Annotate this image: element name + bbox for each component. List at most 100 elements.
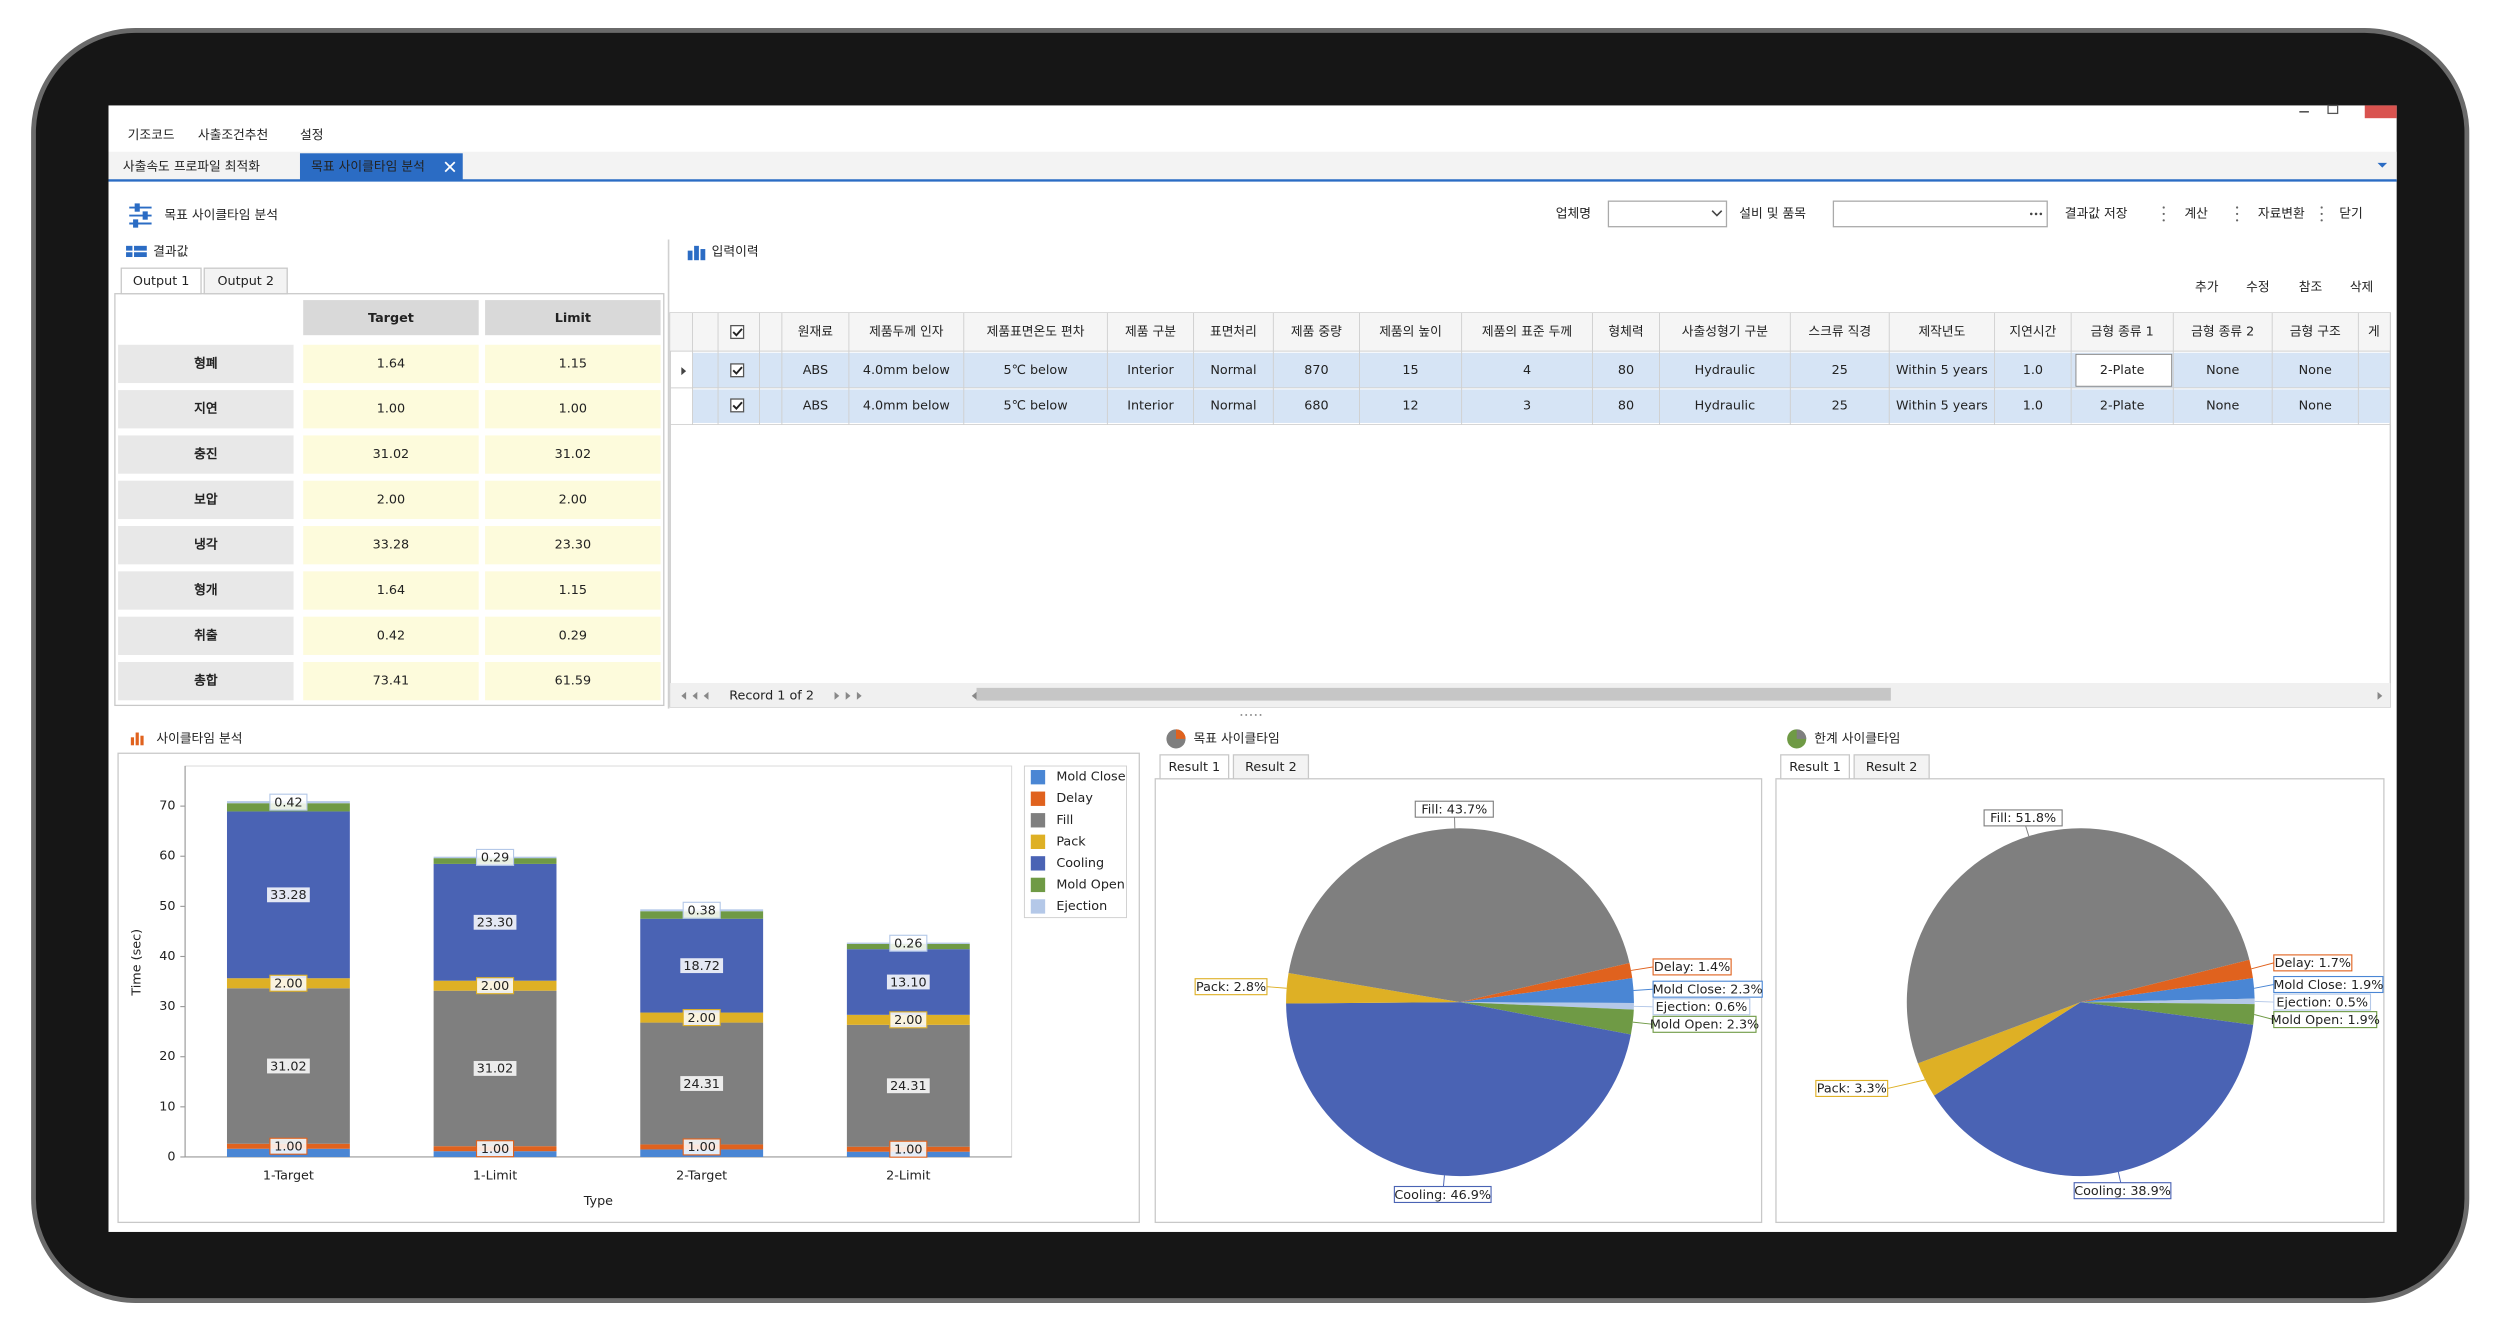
result-tab-label[interactable]: Result 1 bbox=[1169, 760, 1221, 775]
result-tab-label[interactable]: Result 1 bbox=[1789, 760, 1841, 775]
leader-line bbox=[1632, 1021, 1654, 1025]
tab[interactable]: 사출속도 프로파일 최적화 bbox=[123, 159, 260, 174]
legend-label: Mold Close bbox=[1056, 770, 1125, 785]
ellipsis-button[interactable] bbox=[2029, 212, 2043, 216]
toolbar-button[interactable]: 결과값 저장 bbox=[2065, 206, 2128, 221]
legend-swatch bbox=[1030, 856, 1046, 871]
pie-icon bbox=[1166, 729, 1186, 749]
horizontal-splitter[interactable] bbox=[1240, 714, 1262, 716]
value-cell bbox=[485, 616, 661, 655]
pie-slice bbox=[1460, 1002, 1634, 1010]
output-tab-label[interactable]: Output 2 bbox=[217, 274, 273, 289]
focused-cell[interactable] bbox=[2075, 353, 2173, 387]
grid-button[interactable]: 수정 bbox=[2246, 280, 2269, 295]
row-label: 취출 bbox=[194, 627, 218, 643]
grid-button[interactable]: 참조 bbox=[2299, 280, 2323, 295]
grid-cell: Normal bbox=[1210, 399, 1256, 414]
result-tab-label[interactable]: Result 2 bbox=[1866, 760, 1918, 775]
toolbar-button[interactable]: 닫기 bbox=[2339, 206, 2362, 221]
row-label: 보압 bbox=[194, 492, 218, 507]
x-tick-label: 2-Limit bbox=[886, 1169, 930, 1184]
value: 2.00 bbox=[559, 492, 587, 507]
grid-button[interactable]: 삭제 bbox=[2350, 280, 2373, 295]
output-tab[interactable] bbox=[120, 267, 202, 295]
grid-cell: None bbox=[2299, 399, 2332, 414]
result-tab-label[interactable]: Result 2 bbox=[1245, 760, 1297, 775]
active-tab[interactable] bbox=[299, 153, 463, 181]
value: 1.15 bbox=[559, 356, 587, 371]
grid-column-header: 금형 종류 2 bbox=[2191, 325, 2254, 340]
data-label: 31.02 bbox=[477, 1062, 514, 1077]
toolbar-button[interactable]: 자료변환 bbox=[2258, 206, 2305, 221]
grid-cell: 4.0mm below bbox=[863, 363, 950, 378]
result-tab[interactable] bbox=[1853, 754, 1930, 780]
legend-swatch bbox=[1030, 791, 1046, 806]
row-highlight bbox=[692, 389, 2391, 423]
result-tab[interactable] bbox=[1159, 754, 1230, 780]
pie-label: Pack: 3.3% bbox=[1817, 1082, 1887, 1097]
tab[interactable]: 목표 사이클타임 분석 bbox=[311, 159, 425, 174]
close-window-button[interactable] bbox=[2364, 105, 2397, 119]
data-label-box bbox=[475, 977, 515, 995]
pie-slice bbox=[2080, 977, 2255, 1003]
row-label-cell bbox=[118, 616, 294, 655]
pie-slice bbox=[2080, 959, 2253, 1003]
pie-label: Delay: 1.4% bbox=[1654, 960, 1730, 975]
toolbar-separators bbox=[2162, 206, 2323, 222]
output-tab[interactable] bbox=[203, 267, 288, 295]
restore-button[interactable] bbox=[2327, 104, 2339, 115]
pie-label-box bbox=[1194, 978, 1268, 996]
pie-slice bbox=[1286, 1002, 1631, 1177]
output-tab-label[interactable]: Output 1 bbox=[133, 274, 189, 289]
data-label-box bbox=[472, 913, 518, 931]
navigator-icons[interactable] bbox=[681, 691, 2383, 700]
x-tick-label: 1-Limit bbox=[473, 1169, 517, 1184]
equipment-input[interactable] bbox=[1832, 200, 2048, 228]
pie-label-box bbox=[1652, 958, 1732, 976]
legend-label: Delay bbox=[1056, 791, 1093, 806]
menu-item[interactable]: 설정 bbox=[300, 128, 323, 143]
data-label-box bbox=[269, 1137, 308, 1155]
grid-column-header: 제품의 표준 두께 bbox=[1482, 325, 1572, 340]
grid-button[interactable]: 추가 bbox=[2195, 280, 2219, 295]
checkboxes[interactable] bbox=[730, 324, 745, 413]
pie-slice bbox=[1917, 1002, 2081, 1096]
tab-close[interactable] bbox=[444, 161, 456, 173]
value-cell bbox=[303, 344, 479, 384]
company-combo[interactable] bbox=[1607, 200, 1728, 228]
history-icon bbox=[687, 245, 706, 261]
grid-cell: Hydraulic bbox=[1695, 363, 1755, 378]
grid-column-header: 제품표면온도 편차 bbox=[987, 325, 1085, 340]
data-label: 1.00 bbox=[894, 1142, 922, 1157]
column-header: Target bbox=[368, 311, 414, 326]
data-label-box bbox=[475, 848, 515, 866]
row-label-cell bbox=[118, 435, 294, 474]
result-tab[interactable] bbox=[1232, 754, 1310, 780]
leader-line bbox=[2254, 984, 2274, 989]
value: 33.28 bbox=[373, 538, 410, 553]
menu-item[interactable]: 기조코드 bbox=[128, 128, 175, 143]
pie-label-box bbox=[1414, 800, 1494, 818]
pie-label: Fill: 43.7% bbox=[1421, 802, 1487, 817]
data-label-box bbox=[472, 1059, 518, 1077]
tab-dropdown[interactable] bbox=[2377, 162, 2388, 168]
pie-label: Mold Open: 2.3% bbox=[1650, 1018, 1759, 1033]
legend-label: Mold Open bbox=[1056, 877, 1125, 892]
value-cell bbox=[485, 344, 661, 384]
grid-column-header: 원재료 bbox=[798, 325, 833, 340]
row-label-cell bbox=[118, 526, 294, 565]
value: 23.30 bbox=[555, 538, 592, 553]
leader-line bbox=[1887, 1079, 1926, 1089]
menu-item[interactable]: 사출조건추천 bbox=[198, 128, 268, 143]
data-label: 0.29 bbox=[481, 851, 509, 866]
toolbar-button[interactable]: 계산 bbox=[2184, 206, 2208, 221]
results-icon bbox=[126, 245, 147, 258]
pie-label-box bbox=[2273, 1011, 2378, 1029]
grid-cell: 680 bbox=[1304, 399, 1328, 414]
pie-slice bbox=[1288, 828, 1630, 1003]
y-tick-label: 50 bbox=[159, 899, 175, 914]
grid-cell: 5℃ below bbox=[1003, 399, 1067, 414]
result-tab[interactable] bbox=[1780, 754, 1850, 780]
scrollbar-thumb[interactable] bbox=[976, 687, 1891, 701]
